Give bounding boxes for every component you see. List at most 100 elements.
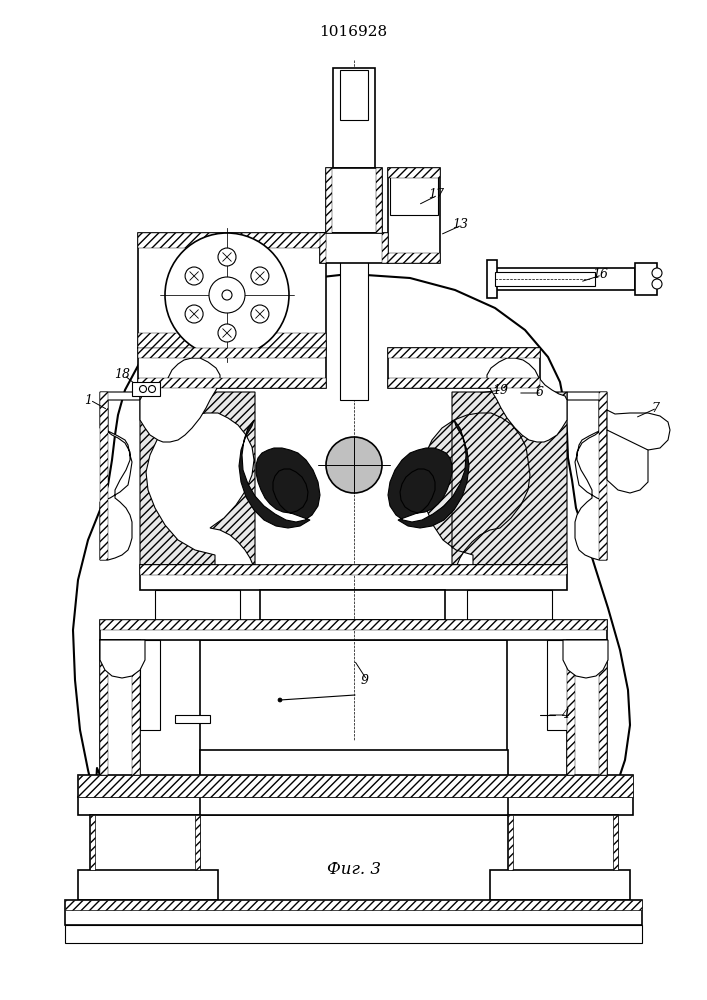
Text: 16: 16 <box>592 268 608 282</box>
Polygon shape <box>132 640 140 775</box>
Text: 4: 4 <box>561 708 569 722</box>
Circle shape <box>218 248 236 266</box>
Polygon shape <box>239 420 320 528</box>
Polygon shape <box>100 640 145 678</box>
Circle shape <box>218 324 236 342</box>
Polygon shape <box>138 233 326 248</box>
Polygon shape <box>607 410 670 450</box>
Bar <box>90 815 200 915</box>
Bar <box>340 70 368 400</box>
Circle shape <box>139 385 146 392</box>
Bar <box>138 348 326 388</box>
Bar <box>490 870 630 900</box>
Polygon shape <box>487 358 567 442</box>
Text: 13: 13 <box>452 219 468 232</box>
Circle shape <box>165 233 289 357</box>
Polygon shape <box>73 274 630 825</box>
Bar <box>78 775 633 797</box>
Bar <box>340 70 368 120</box>
Bar <box>490 268 635 290</box>
Bar <box>140 565 567 590</box>
Text: 9: 9 <box>361 674 369 686</box>
Polygon shape <box>607 430 648 493</box>
Bar <box>200 797 508 815</box>
Text: 7: 7 <box>651 401 659 414</box>
Polygon shape <box>508 815 513 870</box>
Polygon shape <box>320 233 326 263</box>
Polygon shape <box>567 392 607 560</box>
Polygon shape <box>138 378 326 388</box>
Bar <box>65 925 642 943</box>
Polygon shape <box>138 333 326 348</box>
Circle shape <box>652 279 662 289</box>
Text: 1: 1 <box>84 393 92 406</box>
Bar <box>508 815 618 915</box>
Polygon shape <box>140 565 567 575</box>
Bar <box>200 640 507 775</box>
Bar <box>155 590 240 620</box>
Polygon shape <box>388 168 440 178</box>
Circle shape <box>148 385 156 392</box>
Bar <box>547 640 567 730</box>
Bar <box>260 590 445 620</box>
Text: 6: 6 <box>536 386 544 399</box>
Text: 17: 17 <box>428 188 444 202</box>
Circle shape <box>326 437 382 493</box>
Text: 19: 19 <box>492 383 508 396</box>
Polygon shape <box>599 392 607 560</box>
Circle shape <box>251 267 269 285</box>
Polygon shape <box>100 620 607 630</box>
Polygon shape <box>100 392 108 560</box>
Circle shape <box>185 305 203 323</box>
Circle shape <box>652 268 662 278</box>
Bar <box>376 168 382 233</box>
Bar <box>100 620 607 640</box>
Polygon shape <box>140 392 255 565</box>
Polygon shape <box>388 348 540 358</box>
Bar <box>326 168 332 233</box>
Text: 1016928: 1016928 <box>319 25 387 39</box>
Bar <box>100 640 140 775</box>
Polygon shape <box>613 815 618 870</box>
Bar <box>333 68 375 168</box>
Polygon shape <box>567 640 575 775</box>
Polygon shape <box>382 233 388 263</box>
Bar <box>78 870 218 900</box>
Polygon shape <box>422 392 567 565</box>
Polygon shape <box>563 640 608 678</box>
Polygon shape <box>388 378 540 388</box>
Bar <box>320 233 388 263</box>
Polygon shape <box>100 640 108 775</box>
Polygon shape <box>388 420 469 528</box>
Bar <box>175 715 210 723</box>
Polygon shape <box>195 815 200 870</box>
Bar <box>495 272 595 286</box>
Polygon shape <box>388 253 440 263</box>
Bar <box>487 260 497 298</box>
Circle shape <box>251 305 269 323</box>
Text: 18: 18 <box>114 368 130 381</box>
Bar <box>140 640 160 730</box>
Bar <box>390 170 438 215</box>
Polygon shape <box>100 392 140 560</box>
Bar <box>65 900 642 925</box>
Bar <box>200 750 508 775</box>
Circle shape <box>278 698 282 702</box>
Polygon shape <box>599 640 607 775</box>
Polygon shape <box>78 775 633 797</box>
Bar <box>635 263 657 295</box>
Circle shape <box>185 267 203 285</box>
Polygon shape <box>90 815 95 870</box>
Polygon shape <box>140 358 220 442</box>
Circle shape <box>222 290 232 300</box>
Bar <box>326 168 382 233</box>
Bar <box>138 233 326 348</box>
Polygon shape <box>138 348 326 358</box>
Bar <box>132 382 160 396</box>
Bar <box>467 590 552 620</box>
Bar <box>567 640 607 775</box>
Polygon shape <box>65 900 642 910</box>
Bar <box>388 348 540 388</box>
Text: Фиг. 3: Фиг. 3 <box>327 861 381 879</box>
Circle shape <box>209 277 245 313</box>
